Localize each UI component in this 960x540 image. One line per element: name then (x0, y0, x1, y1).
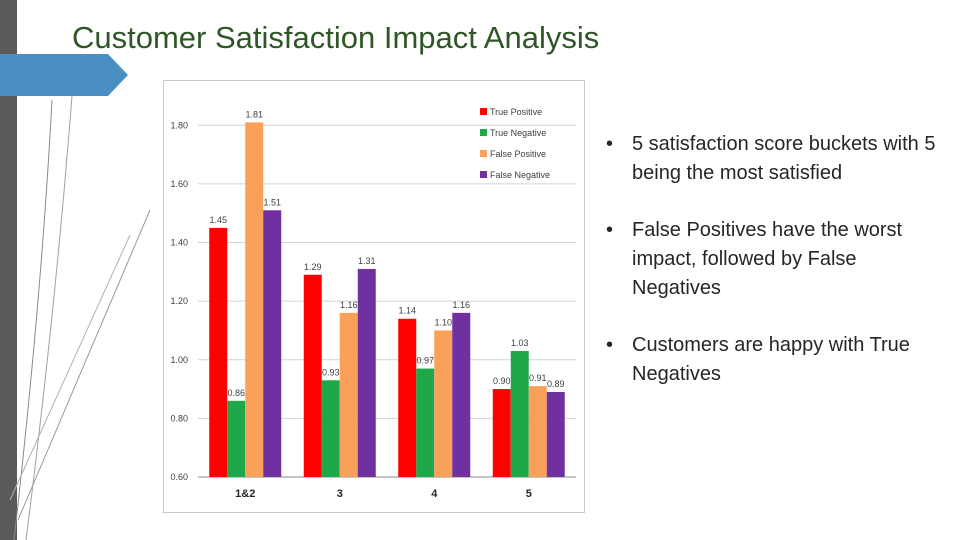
y-tick-label: 1.20 (170, 296, 188, 306)
bar (245, 122, 264, 477)
bar (263, 210, 282, 478)
bar (209, 227, 228, 477)
y-tick-label: 0.80 (170, 413, 188, 423)
bar-chart: 0.60 0.80 1.00 1.20 1.40 1.60 1.80 1.45 1.29 1.14… (163, 80, 585, 513)
bullet-list: • 5 satisfaction score buckets with 5 bei… (606, 130, 946, 417)
y-tick-label: 0.60 (170, 472, 188, 482)
bar (416, 368, 435, 477)
data-label: 0.86 (227, 388, 245, 398)
bullet-text: False Positives have the worst impact, f… (632, 219, 903, 299)
bar (339, 312, 358, 477)
data-label: 1.81 (245, 109, 263, 119)
x-tick-label: 5 (526, 488, 532, 500)
legend-label: True Positive (490, 107, 542, 117)
legend-swatch (480, 108, 487, 115)
data-label: 0.89 (547, 379, 565, 389)
legend-label: False Negative (490, 170, 550, 180)
data-label: 1.45 (209, 215, 227, 225)
data-label: 0.97 (416, 356, 434, 366)
data-label: 1.14 (398, 306, 416, 316)
chart-canvas: 0.60 0.80 1.00 1.20 1.40 1.60 1.80 1.45 1.29 1.14… (170, 107, 576, 500)
bullet-dot: • (606, 133, 614, 155)
data-label: 1.29 (304, 262, 322, 272)
legend-swatch (480, 129, 487, 136)
bullet-item: • False Positives have the worst impact, … (606, 216, 946, 303)
bar (398, 318, 417, 477)
bullet-text: Customers are happy with True Negatives (632, 334, 910, 385)
bar (452, 312, 471, 477)
y-tick-label: 1.60 (170, 179, 188, 189)
data-label: 1.51 (263, 197, 281, 207)
bar (546, 392, 565, 477)
bullet-dot: • (606, 219, 614, 241)
x-tick-label: 4 (431, 488, 438, 500)
bullet-item: • 5 satisfaction score buckets with 5 bei… (606, 130, 946, 188)
bullet-text: 5 satisfaction score buckets with 5 bein… (632, 133, 936, 184)
y-tick-label: 1.40 (170, 238, 188, 248)
bar (492, 389, 511, 477)
x-tick-label: 1&2 (235, 488, 255, 500)
bar (227, 400, 246, 477)
bar (528, 386, 547, 477)
bar (321, 380, 340, 477)
bar (357, 268, 376, 477)
data-label: 0.90 (493, 376, 511, 386)
bar (434, 330, 453, 477)
bullet-item: • Customers are happy with True Negatives (606, 331, 946, 389)
data-label: 1.16 (340, 300, 358, 310)
legend-swatch (480, 171, 487, 178)
legend-swatch (480, 150, 487, 157)
data-label: 1.03 (511, 338, 529, 348)
slide-accent-tab (0, 54, 128, 96)
data-label: 1.16 (452, 300, 470, 310)
x-tick-label: 3 (337, 488, 343, 500)
data-label: 1.10 (434, 317, 452, 327)
bar (303, 274, 322, 477)
data-label: 0.91 (529, 373, 547, 383)
y-tick-label: 1.80 (170, 120, 188, 130)
legend-label: False Positive (490, 149, 546, 159)
bar (510, 350, 529, 477)
bullet-dot: • (606, 334, 614, 356)
slide-title: Customer Satisfaction Impact Analysis (72, 20, 600, 55)
y-tick-label: 1.00 (170, 355, 188, 365)
data-label: 1.31 (358, 256, 376, 266)
legend-label: True Negative (490, 128, 546, 138)
data-label: 0.93 (322, 367, 340, 377)
